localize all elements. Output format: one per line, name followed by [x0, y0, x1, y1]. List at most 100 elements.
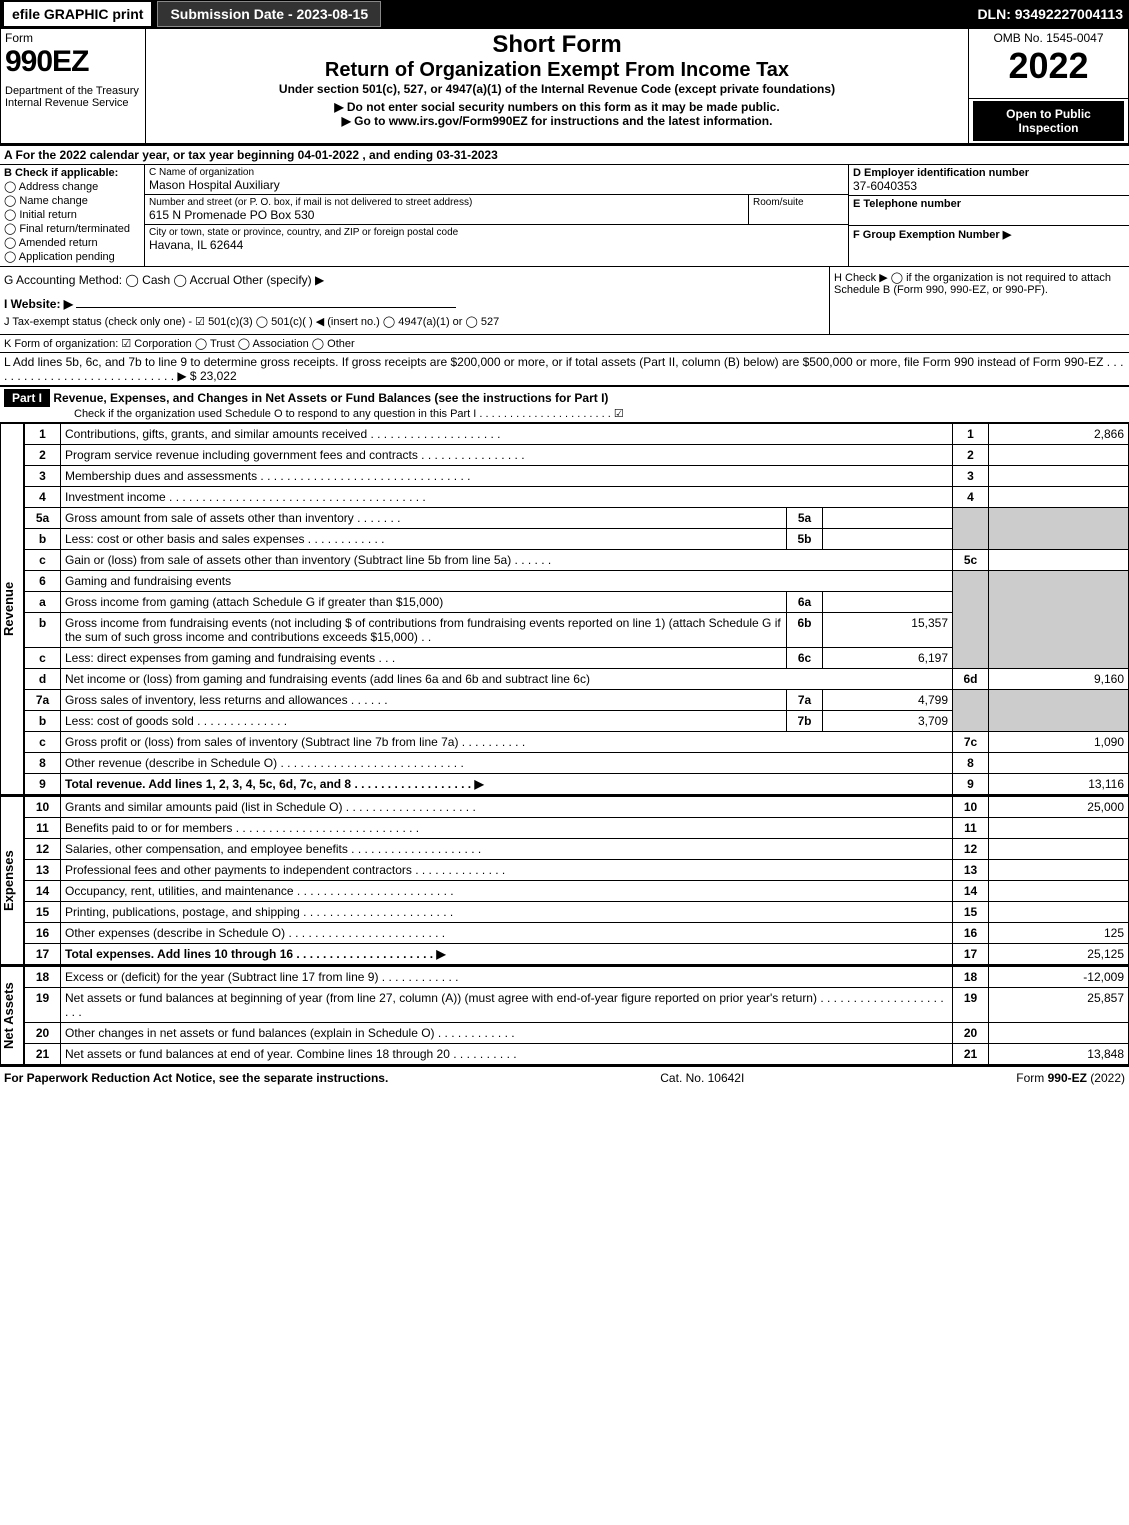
ln14-val [989, 880, 1129, 901]
ln6c-num: c [25, 647, 61, 668]
cb-final-return-label: Final return/terminated [19, 223, 130, 235]
footer-right-post: (2022) [1087, 1071, 1125, 1085]
ln14-desc: Occupancy, rent, utilities, and maintena… [61, 880, 953, 901]
ln4-desc: Investment income . . . . . . . . . . . … [61, 486, 953, 507]
ln17-desc: Total expenses. Add lines 10 through 16 … [61, 943, 953, 964]
ln5c-val [989, 549, 1129, 570]
ln5c-rn: 5c [953, 549, 989, 570]
ln18-desc: Excess or (deficit) for the year (Subtra… [61, 966, 953, 987]
ln1-val: 2,866 [989, 423, 1129, 444]
ln18-num: 18 [25, 966, 61, 987]
ln4-val [989, 486, 1129, 507]
ln13-rn: 13 [953, 859, 989, 880]
ln9-desc: Total revenue. Add lines 1, 2, 3, 4, 5c,… [61, 773, 953, 794]
ln6d-num: d [25, 668, 61, 689]
ln17-rn: 17 [953, 943, 989, 964]
revenue-table: 1Contributions, gifts, grants, and simil… [24, 423, 1129, 795]
c-room-label: Room/suite [753, 197, 844, 208]
open-to-public: Open to Public Inspection [973, 101, 1124, 141]
ln20-rn: 20 [953, 1022, 989, 1043]
ln18-val: -12,009 [989, 966, 1129, 987]
c-name-label: C Name of organization [149, 167, 844, 178]
ln1-num: 1 [25, 423, 61, 444]
c-street-label: Number and street (or P. O. box, if mail… [149, 197, 744, 208]
ln5b-num: b [25, 528, 61, 549]
efile-label: efile GRAPHIC print [4, 2, 151, 26]
ln20-desc: Other changes in net assets or fund bala… [61, 1022, 953, 1043]
ln13-val [989, 859, 1129, 880]
ln6b-sl: 6b [787, 612, 823, 647]
ln6b-num: b [25, 612, 61, 647]
ln3-desc: Membership dues and assessments . . . . … [61, 465, 953, 486]
ln8-desc: Other revenue (describe in Schedule O) .… [61, 752, 953, 773]
cb-amended[interactable]: ◯ Amended return [4, 236, 140, 249]
ln15-num: 15 [25, 901, 61, 922]
omb-number: OMB No. 1545-0047 [973, 31, 1124, 45]
ln6c-desc: Less: direct expenses from gaming and fu… [61, 647, 787, 668]
c-city-label: City or town, state or province, country… [149, 227, 844, 238]
footer-formref: Form 990-EZ (2022) [1016, 1071, 1125, 1085]
header-topbar: efile GRAPHIC print Submission Date - 20… [0, 0, 1129, 28]
ln1-rn: 1 [953, 423, 989, 444]
ln15-val [989, 901, 1129, 922]
part1-header: Part I Revenue, Expenses, and Changes in… [0, 385, 1129, 422]
part1-sub: Check if the organization used Schedule … [4, 407, 1125, 420]
ln10-val: 25,000 [989, 796, 1129, 817]
ln6-desc: Gaming and fundraising events [61, 570, 953, 591]
ln5c-num: c [25, 549, 61, 570]
section-b-label: B Check if applicable: [4, 167, 140, 179]
ln19-rn: 19 [953, 987, 989, 1022]
page-footer: For Paperwork Reduction Act Notice, see … [0, 1065, 1129, 1089]
title-return: Return of Organization Exempt From Incom… [150, 59, 964, 82]
goto-url: ▶ Go to www.irs.gov/Form990EZ for instru… [150, 114, 964, 128]
ln5a-sl: 5a [787, 507, 823, 528]
cb-name-change[interactable]: ◯ Name change [4, 194, 140, 207]
i-website: I Website: ▶ [4, 297, 73, 311]
cb-address-change[interactable]: ◯ Address change [4, 180, 140, 193]
d-ein-label: D Employer identification number [853, 167, 1125, 179]
cb-initial-return-label: Initial return [19, 209, 76, 221]
ln16-num: 16 [25, 922, 61, 943]
ln7c-desc: Gross profit or (loss) from sales of inv… [61, 731, 953, 752]
d-ein-value: 37-6040353 [853, 179, 1125, 193]
ln15-rn: 15 [953, 901, 989, 922]
ln2-val [989, 444, 1129, 465]
ln8-num: 8 [25, 752, 61, 773]
form-number: 990EZ [5, 45, 141, 79]
ln6d-val: 9,160 [989, 668, 1129, 689]
cb-name-change-label: Name change [19, 195, 88, 207]
submission-date: Submission Date - 2023-08-15 [157, 1, 381, 27]
k-form-org: K Form of organization: ☑ Corporation ◯ … [0, 334, 1129, 352]
ln3-val [989, 465, 1129, 486]
ln7c-num: c [25, 731, 61, 752]
cb-pending[interactable]: ◯ Application pending [4, 250, 140, 263]
ln16-rn: 16 [953, 922, 989, 943]
part1-title: Revenue, Expenses, and Changes in Net As… [53, 391, 608, 405]
g-accounting: G Accounting Method: ◯ Cash ◯ Accrual Ot… [4, 273, 825, 287]
h-schedule-b: H Check ▶ ◯ if the organization is not r… [829, 267, 1129, 334]
ln6c-sl: 6c [787, 647, 823, 668]
cb-initial-return[interactable]: ◯ Initial return [4, 208, 140, 221]
ln18-rn: 18 [953, 966, 989, 987]
ln2-rn: 2 [953, 444, 989, 465]
ln3-rn: 3 [953, 465, 989, 486]
ln17-num: 17 [25, 943, 61, 964]
cb-final-return[interactable]: ◯ Final return/terminated [4, 222, 140, 235]
form-label: Form [5, 31, 141, 45]
org-city: Havana, IL 62644 [149, 238, 844, 252]
ln2-desc: Program service revenue including govern… [61, 444, 953, 465]
ln6a-num: a [25, 591, 61, 612]
org-street: 615 N Promenade PO Box 530 [149, 208, 744, 222]
ln6b-sv: 15,357 [823, 612, 953, 647]
ln4-rn: 4 [953, 486, 989, 507]
ln21-rn: 21 [953, 1043, 989, 1064]
ln14-rn: 14 [953, 880, 989, 901]
ln16-desc: Other expenses (describe in Schedule O) … [61, 922, 953, 943]
cb-pending-label: Application pending [19, 251, 115, 263]
ln21-num: 21 [25, 1043, 61, 1064]
ln7b-desc: Less: cost of goods sold . . . . . . . .… [61, 710, 787, 731]
ln21-val: 13,848 [989, 1043, 1129, 1064]
ln20-val [989, 1022, 1129, 1043]
revenue-side-label: Revenue [0, 423, 24, 795]
ln8-rn: 8 [953, 752, 989, 773]
